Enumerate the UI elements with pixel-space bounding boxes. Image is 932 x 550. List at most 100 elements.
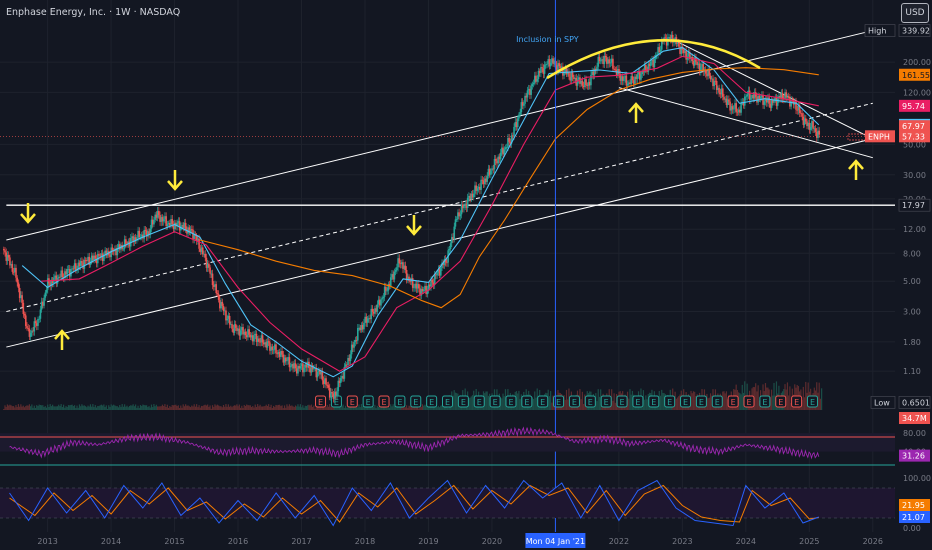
earnings-marker-box[interactable] [521,395,533,408]
candle-body [67,268,70,270]
earnings-marker[interactable]: E [711,395,723,408]
earnings-marker[interactable]: E [489,395,501,408]
earnings-marker-box[interactable] [426,395,438,408]
earnings-marker-box[interactable] [695,395,707,408]
earnings-marker[interactable]: E [664,395,676,408]
earnings-marker-box[interactable] [664,395,676,408]
earnings-marker[interactable]: E [457,395,469,408]
earnings-marker[interactable]: E [584,395,596,408]
earnings-marker-box[interactable] [505,395,517,408]
earnings-marker[interactable]: E [806,395,818,408]
earnings-marker-box[interactable] [330,395,342,408]
earnings-marker-box[interactable] [711,395,723,408]
earnings-marker-box[interactable] [394,395,406,408]
earnings-marker[interactable]: E [442,395,453,408]
earnings-marker-box[interactable] [553,395,565,408]
candle-body [319,370,321,375]
earnings-marker-box[interactable] [791,395,803,408]
earnings-marker[interactable]: E [394,395,406,408]
earnings-marker[interactable]: E [346,395,358,408]
earnings-marker-box[interactable] [362,395,374,408]
volume-bar [159,406,161,410]
earnings-marker[interactable]: E [600,395,612,408]
volume-bar [397,406,399,410]
price-axis[interactable]: 200.00120.0050.0030.0020.0012.008.005.00… [864,0,932,550]
earnings-marker[interactable]: E [743,395,755,408]
earnings-marker[interactable]: E [426,395,438,408]
earnings-marker-box[interactable] [473,395,485,408]
candle-body [786,96,789,98]
candle-body [339,378,342,384]
earnings-marker-box[interactable] [759,395,771,408]
earnings-marker[interactable]: E [505,395,517,408]
earnings-marker[interactable]: E [759,395,771,408]
earnings-marker-box[interactable] [442,395,453,408]
earnings-marker-box[interactable] [616,395,628,408]
earnings-marker-box[interactable] [632,395,644,408]
volume-bar [77,407,79,410]
earnings-marker[interactable]: E [791,395,803,408]
earnings-marker-box[interactable] [457,395,469,408]
trend-line[interactable] [618,87,873,159]
earnings-marker[interactable]: E [537,395,549,408]
earnings-marker-box[interactable] [537,395,549,408]
earnings-marker[interactable]: E [568,395,580,408]
earnings-marker-box[interactable] [775,395,787,408]
time-tick-label: 2023 [672,537,692,546]
candle-body [242,327,244,335]
earnings-marker-box[interactable] [806,395,818,408]
volume-bar [64,407,66,410]
time-axis[interactable]: 2013 2014 2015 2016 2017 2018 2019 2020 2022 2023… [0,532,897,550]
trend-line[interactable] [6,102,873,313]
earnings-marker-box[interactable] [315,395,327,408]
trend-line[interactable] [669,37,874,140]
earnings-marker-box[interactable] [378,395,390,408]
volume-bar [205,405,208,410]
earnings-marker[interactable]: E [553,395,565,408]
earnings-marker[interactable]: E [473,395,485,408]
earnings-marker-box[interactable] [489,395,501,408]
earnings-marker-box[interactable] [346,395,358,408]
currency-button[interactable]: USD [901,3,929,23]
volume-bar [418,408,420,410]
earnings-marker[interactable]: E [632,395,644,408]
candle-body [300,363,303,367]
volume-bar [37,406,39,410]
volume-bar [99,405,101,410]
volume-bar [261,406,264,410]
earnings-marker-box[interactable] [568,395,580,408]
trend-channels[interactable] [6,30,895,348]
earnings-marker[interactable]: E [410,395,422,408]
volume-bar [802,386,804,410]
earnings-marker[interactable]: E [315,395,327,408]
earnings-marker[interactable]: E [330,395,342,408]
candle-body [535,75,537,82]
earnings-marker-box[interactable] [600,395,612,408]
earnings-marker-box[interactable] [680,395,692,408]
candle-body [61,270,64,278]
earnings-marker-box[interactable] [743,395,755,408]
earnings-marker[interactable]: E [378,395,390,408]
earnings-marker[interactable]: E [775,395,787,408]
earnings-marker[interactable]: E [680,395,692,408]
candle-body [657,47,659,55]
candle-body [117,244,120,248]
earnings-marker-box[interactable] [584,395,596,408]
earnings-marker-box[interactable] [727,395,739,408]
candle-body [632,80,635,84]
earnings-marker-box[interactable] [648,395,660,408]
earnings-marker[interactable]: E [362,395,374,408]
earnings-marker[interactable]: E [727,395,739,408]
earnings-marker[interactable]: E [616,395,628,408]
trend-line[interactable] [6,138,873,348]
candle-body [477,186,480,189]
volume-bar [131,405,133,410]
earnings-marker[interactable]: E [521,395,533,408]
earnings-marker[interactable]: E [648,395,660,408]
earnings-marker-box[interactable] [410,395,422,408]
volume-bar [172,405,175,410]
earnings-marker[interactable]: E [695,395,707,408]
